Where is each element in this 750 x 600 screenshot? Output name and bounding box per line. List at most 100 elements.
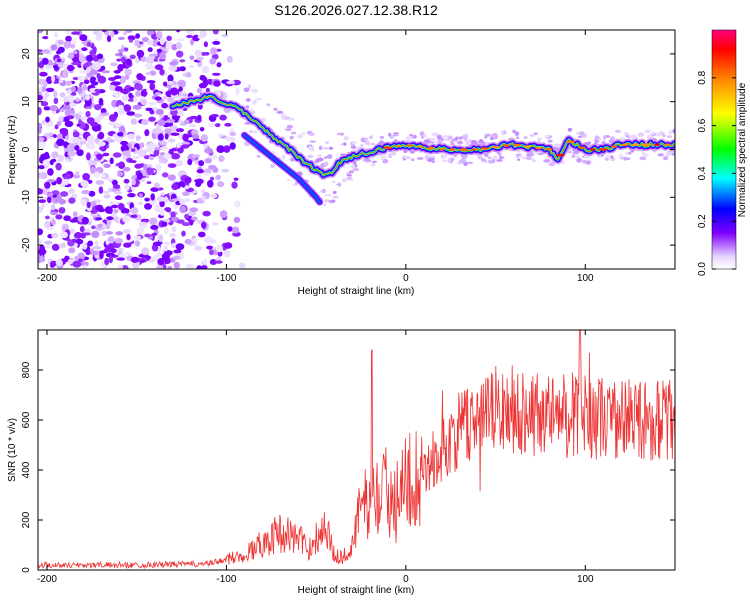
heatmap-cell	[103, 190, 110, 194]
heatmap-cell	[60, 128, 69, 137]
heatmap-cell	[66, 173, 71, 177]
heatmap-cell	[210, 176, 214, 181]
heatmap-cell	[166, 35, 172, 41]
heatmap-cell	[44, 92, 50, 98]
heatmap-hotspot	[491, 145, 500, 149]
heatmap-cell	[215, 174, 221, 180]
heatmap-hotspot	[524, 145, 532, 148]
heatmap-cell	[576, 132, 580, 135]
heatmap-cell	[162, 263, 167, 269]
heatmap-cell	[351, 164, 356, 170]
heatmap-cell	[71, 31, 80, 35]
heatmap-cell	[365, 159, 372, 163]
heatmap-cell	[79, 76, 85, 82]
heatmap-cell	[71, 238, 77, 242]
heatmap-cell	[82, 86, 88, 90]
heatmap-cell	[51, 232, 59, 239]
heatmap-cell	[103, 163, 111, 168]
heatmap-cell	[103, 194, 111, 199]
heatmap-cell	[92, 46, 97, 54]
heatmap-cell	[478, 138, 484, 143]
heatmap-cell	[169, 233, 176, 238]
heatmap-cell	[224, 122, 232, 127]
heatmap-cell	[459, 159, 466, 164]
heatmap-cell	[86, 152, 91, 161]
heatmap-cell	[89, 51, 94, 55]
heatmap-cell	[38, 199, 46, 204]
heatmap-cell	[130, 207, 139, 215]
heatmap-cells	[38, 30, 675, 269]
heatmap-cell	[202, 172, 211, 176]
heatmap-cell	[53, 90, 58, 98]
heatmap-cell	[135, 57, 140, 64]
heatmap-cell	[77, 111, 84, 115]
heatmap-cell	[134, 163, 142, 169]
heatmap-cell	[90, 121, 99, 127]
heatmap-hotspot	[439, 148, 444, 151]
heatmap-cell	[231, 226, 240, 234]
heatmap-cell	[123, 31, 128, 36]
heatmap-cell	[251, 130, 258, 134]
heatmap-cell	[86, 54, 94, 62]
heatmap-cell	[429, 138, 436, 141]
heatmap-cell	[67, 89, 73, 94]
heatmap-cell	[360, 144, 364, 148]
heatmap-cell	[159, 52, 167, 60]
heatmap-cell	[229, 131, 236, 137]
heatmap-cell	[619, 136, 625, 141]
heatmap-cell	[181, 230, 186, 237]
heatmap-cell	[202, 258, 208, 265]
heatmap-cell	[141, 36, 149, 43]
heatmap-cell	[154, 204, 161, 213]
heatmap-cell	[58, 79, 64, 84]
heatmap-cell	[184, 176, 192, 184]
heatmap-cell	[97, 223, 103, 228]
heatmap-cell	[91, 230, 100, 239]
heatmap-cell	[169, 61, 179, 66]
heatmap-cell	[198, 160, 205, 167]
heatmap-cell	[255, 97, 262, 101]
heatmap-cell	[516, 149, 521, 153]
heatmap-cell	[72, 211, 78, 218]
heatmap-cell	[364, 138, 369, 141]
heatmap-cell	[41, 57, 49, 65]
heatmap-cell	[97, 208, 106, 213]
heatmap-cell	[651, 131, 655, 136]
heatmap-cell	[110, 62, 118, 67]
heatmap-cell	[45, 215, 50, 220]
heatmap-cell	[211, 222, 219, 226]
heatmap-cell	[488, 159, 495, 164]
heatmap-cell	[189, 115, 199, 120]
heatmap-cell	[65, 80, 73, 86]
heatmap-cell	[170, 132, 180, 136]
heatmap-cell	[430, 155, 435, 158]
heatmap-cell	[84, 98, 92, 107]
heatmap-y-tick-label: -20	[21, 237, 32, 252]
heatmap-cell	[121, 94, 130, 101]
heatmap-cell	[179, 205, 187, 214]
heatmap-cell	[320, 162, 325, 168]
heatmap-cell	[140, 99, 147, 106]
heatmap-cell	[186, 30, 194, 36]
heatmap-cell	[107, 207, 113, 215]
heatmap-cell	[195, 173, 202, 179]
heatmap-cell	[124, 68, 132, 76]
colorbar-tick-label: 0.2	[697, 214, 708, 228]
heatmap-cell	[128, 158, 133, 164]
heatmap-cell	[515, 136, 520, 139]
heatmap-cell	[221, 34, 229, 38]
heatmap-cell	[56, 138, 65, 147]
heatmap-cell	[38, 188, 44, 194]
heatmap-cell	[290, 131, 297, 135]
heatmap-hotspot	[471, 148, 477, 151]
heatmap-cell	[108, 77, 117, 81]
heatmap-cell	[218, 133, 223, 137]
heatmap-cell	[137, 148, 146, 157]
heatmap-cell	[160, 140, 168, 145]
chart-title: S126.2026.027.12.38.R12	[274, 2, 438, 18]
heatmap-cell	[426, 158, 434, 163]
heatmap-cell	[484, 153, 489, 158]
colorbar-tick-label: 0.8	[697, 70, 708, 84]
heatmap-cell	[123, 242, 132, 248]
